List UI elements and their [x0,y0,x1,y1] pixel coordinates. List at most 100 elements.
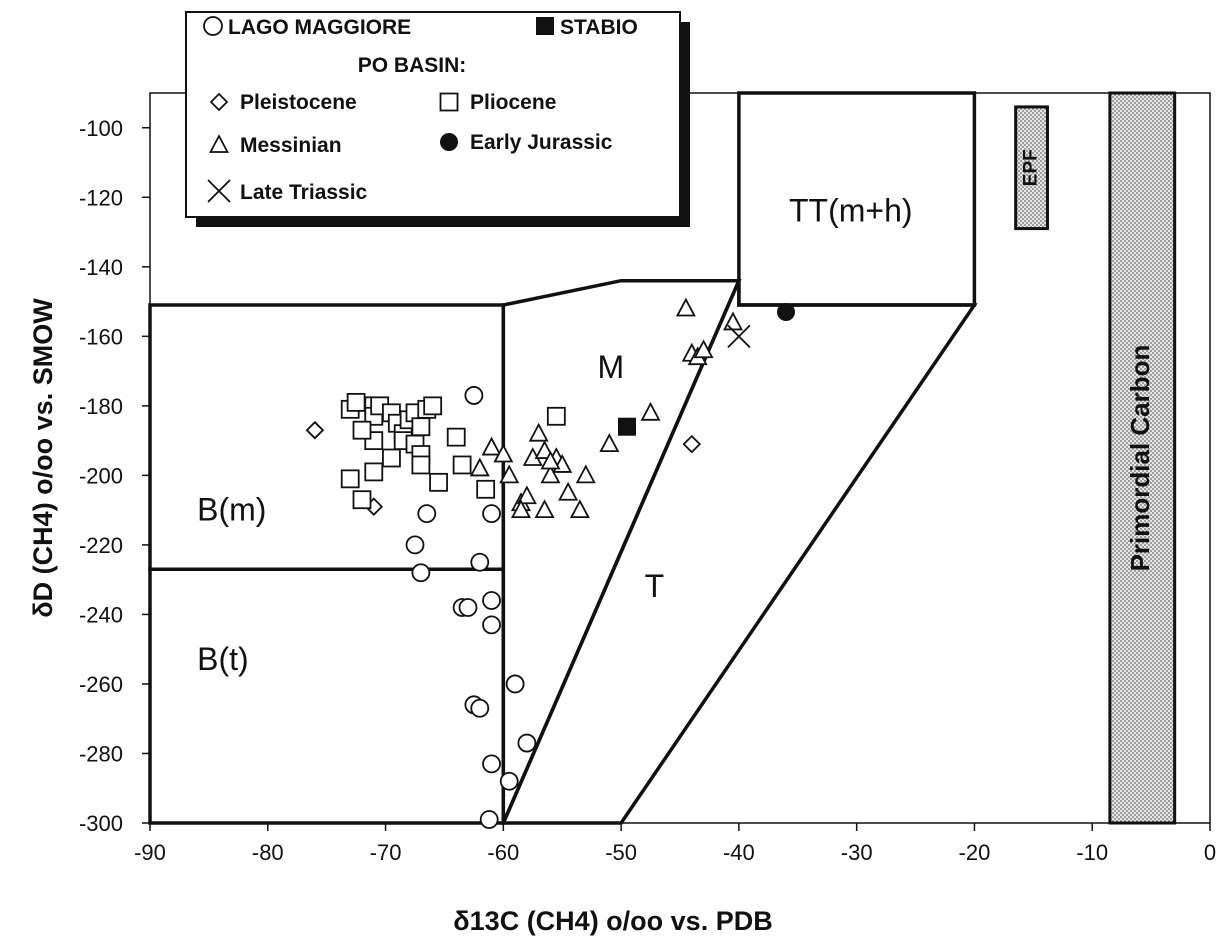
point-pleistocene [305,420,325,440]
point-pliocene [446,427,466,447]
y-tick-label: -120 [79,185,123,210]
legend-pleistocene-label: Pleistocene [240,91,357,114]
legend-marker-pliocene [439,92,459,112]
field-label-b-t: B(t) [197,641,249,677]
x-tick-label: -40 [723,840,755,865]
point-pliocene [352,420,372,440]
point-lago-maggiore [458,598,478,617]
point-lago-maggiore [482,754,501,774]
legend-pliocene-label: Pliocene [470,91,556,114]
point-pliocene [546,406,566,426]
point-lago-maggiore [505,674,525,694]
series-pliocene [340,392,566,510]
point-lago-maggiore [479,810,499,829]
point-pliocene [346,392,366,412]
point-messinian [511,499,531,519]
point-lago-maggiore [470,552,490,572]
data-points [305,297,795,829]
point-messinian [693,339,714,359]
x-tick-label: -10 [1076,840,1108,865]
point-stabio [618,417,636,436]
series-early-jurassic [777,303,795,321]
band-label-epf: EPF [1021,149,1042,186]
y-tick-label: -260 [79,672,123,697]
field-t [500,280,978,825]
field-label-tt-m-h: TT(m+h) [789,193,913,229]
y-tick-label: -280 [79,741,123,766]
series-lago-maggiore [405,386,537,829]
point-pleistocene [682,434,702,454]
point-messinian [499,464,520,484]
point-lago-maggiore [499,771,519,791]
field-b-t [148,567,506,825]
vertical-bands: EPF Primordial Carbon [1014,91,1177,825]
x-tick-label: -50 [605,840,637,865]
point-pliocene [364,462,384,482]
x-tick-label: -60 [487,840,519,865]
legend-marker-pleistocene [209,92,229,112]
y-tick-label: -160 [79,324,123,349]
point-messinian [481,436,502,456]
legend: LAGO MAGGIORE STABIO PO BASIN: Pleistoce… [185,11,690,227]
point-pliocene [411,455,431,475]
point-pliocene [429,472,448,492]
point-lago-maggiore [411,563,431,583]
series-messinian [469,297,743,519]
point-messinian [540,450,561,470]
x-tick-label: -90 [134,840,166,865]
point-lago-maggiore [482,504,501,524]
y-tick-label: -100 [79,116,123,141]
legend-lago-label: LAGO MAGGIORE [228,16,411,39]
legend-po-header: PO BASIN: [358,54,467,77]
series-stabio [618,417,636,436]
y-axis-label: δD (CH4) o/oo vs. SMOW [28,298,58,618]
point-pliocene [382,448,401,468]
point-messinian [569,499,590,519]
x-tick-label: -80 [252,840,284,865]
point-pliocene [423,396,443,416]
axis-ticks: -90 -80 -70 -60 -50 -40 -30 -20 -10 0-100-120-140… [79,116,1216,865]
legend-marker-lago [203,16,223,36]
legend-marker-messinian [209,134,229,153]
point-messinian [675,297,696,317]
point-messinian [469,457,490,477]
point-lago-maggiore [470,698,490,718]
point-lago-maggiore [417,504,437,524]
point-messinian [493,443,514,463]
field-label-t: T [645,568,665,604]
series-late-triassic [727,324,751,348]
point-pliocene [411,417,431,437]
legend-marker-jurassic [440,133,458,151]
point-pliocene [476,479,496,499]
field-label-m: M [598,349,625,385]
x-tick-label: -20 [959,840,991,865]
x-axis-label: δ13C (CH4) o/oo vs. PDB [453,906,772,936]
point-lago-maggiore [517,733,537,753]
legend-triassic-label: Late Triassic [240,181,368,204]
y-tick-label: -180 [79,394,123,419]
point-messinian [534,499,555,519]
legend-box [185,11,681,218]
legend-markers [203,16,554,203]
legend-marker-triassic [207,179,231,203]
x-tick-label: 0 [1204,840,1216,865]
y-tick-label: -200 [79,463,123,488]
band-label-primordial-carbon: Primordial Carbon [1125,345,1155,572]
point-messinian [540,464,561,484]
band-epf [1014,105,1049,231]
point-lago-maggiore [482,615,501,635]
legend-marker-stabio [536,17,554,35]
point-pliocene [352,490,372,510]
y-tick-label: -300 [79,811,123,836]
legend-stabio-label: STABIO [560,16,638,39]
point-pliocene [340,469,360,489]
point-messinian [528,422,549,442]
y-tick-label: -220 [79,533,123,558]
x-tick-label: -30 [841,840,873,865]
point-messinian [723,311,743,331]
point-lago-maggiore [405,535,425,555]
point-messinian [640,401,661,421]
point-messinian [558,481,579,501]
point-messinian [575,464,596,484]
